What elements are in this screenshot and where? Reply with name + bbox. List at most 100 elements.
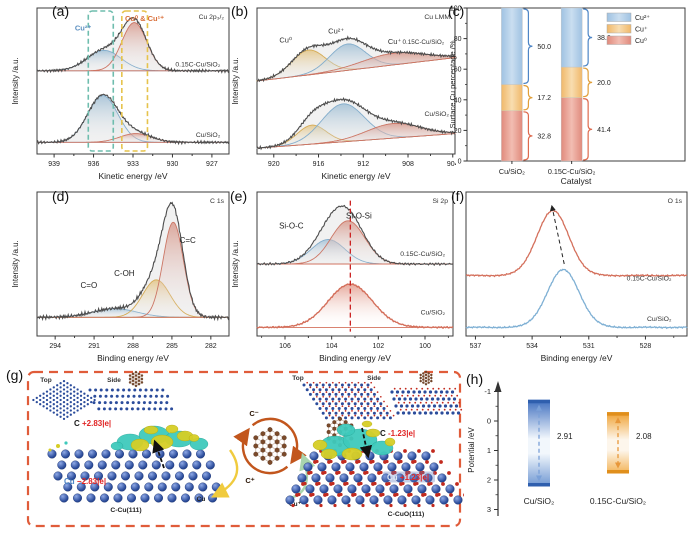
bar-segment-red (560, 97, 583, 162)
gold-dashed-box (121, 10, 149, 152)
svg-text:Side: Side (367, 375, 381, 382)
svg-text:Binding energy /eV: Binding energy /eV (97, 353, 169, 363)
svg-text:41.4: 41.4 (597, 127, 611, 134)
svg-text:Si-O-Si: Si-O-Si (346, 212, 372, 221)
spectrum-curve (465, 209, 687, 278)
svg-text:Intensity /a.u.: Intensity /a.u. (11, 57, 20, 105)
svg-text:930: 930 (167, 161, 179, 168)
legend-swatch-blue (606, 12, 632, 22)
panel-d-c1s-xps: 294 291 288 285 282 Binding energy /eV Intensi… (8, 186, 230, 366)
svg-text:291: 291 (88, 343, 100, 350)
panel-letter-b: (b) (231, 3, 249, 19)
svg-text:32.8: 32.8 (537, 133, 551, 140)
svg-text:-1: -1 (484, 387, 491, 396)
bar-segment-red (501, 110, 523, 162)
svg-text:50.0: 50.0 (537, 44, 551, 51)
svg-text:Top: Top (40, 377, 51, 384)
svg-text:294: 294 (49, 343, 61, 350)
bar-segment-blue (501, 7, 523, 85)
svg-text:20.0: 20.0 (597, 80, 611, 87)
svg-text:17.2: 17.2 (537, 95, 551, 102)
svg-text:C-CuO(111): C-CuO(111) (388, 511, 425, 518)
svg-text:C⁺: C⁺ (245, 476, 254, 485)
svg-text:936: 936 (88, 161, 100, 168)
svg-text:Cu⁺: Cu⁺ (289, 501, 302, 508)
svg-text:Cu⁰: Cu⁰ (279, 35, 292, 44)
svg-text:Cu/SiO₂: Cu/SiO₂ (647, 316, 672, 323)
svg-text:Binding energy /eV: Binding energy /eV (541, 353, 613, 363)
panel-f-canvas: 0.15C-Cu/SiO₂ Cu/SiO₂ 537 534 531 528 Binding … (440, 191, 688, 363)
svg-text:904: 904 (447, 161, 456, 168)
spectrum-curve (36, 16, 230, 74)
spectrum-curve (257, 204, 454, 267)
svg-text:100: 100 (450, 6, 462, 13)
svg-text:Cu²⁺: Cu²⁺ (635, 15, 650, 22)
svg-text:Binding energy /eV: Binding energy /eV (319, 353, 391, 363)
svg-text:939: 939 (48, 161, 60, 168)
svg-text:912: 912 (357, 161, 369, 168)
panel-letter-g: (g) (6, 367, 24, 383)
svg-text:106: 106 (279, 343, 291, 350)
svg-text:20: 20 (454, 128, 462, 135)
panel-letter-c: (c) (448, 3, 465, 19)
svg-text:Cu²⁺: Cu²⁺ (328, 27, 344, 36)
svg-text:Cu⁰ & Cu¹⁺: Cu⁰ & Cu¹⁺ (125, 14, 164, 23)
svg-text:C⁻: C⁻ (249, 409, 258, 418)
peak-shift-arrow (549, 204, 565, 265)
svg-text:908: 908 (402, 161, 414, 168)
spectrum-curve (36, 93, 230, 146)
svg-text:C-OH: C-OH (114, 269, 135, 278)
svg-text:537: 537 (470, 343, 482, 350)
svg-text:60: 60 (454, 67, 462, 74)
bar-segment-gold (560, 66, 583, 98)
svg-text:0: 0 (458, 159, 462, 166)
panel-h-canvas: -1 0 1 2 3 Potential /eV 2.91 Cu/SiO₂ 2.08 0.15C-… (467, 381, 652, 516)
panel-h-potential-bar-chart: -1 0 1 2 3 Potential /eV 2.91 Cu/SiO₂ 2.08 0.15C-… (462, 366, 693, 538)
svg-text:100: 100 (419, 343, 431, 350)
svg-text:Cu LMM: Cu LMM (424, 14, 450, 21)
svg-text:0.15C-Cu/SiO₂: 0.15C-Cu/SiO₂ (403, 39, 445, 46)
svg-text:0.15C-Cu/SiO₂: 0.15C-Cu/SiO₂ (590, 496, 646, 506)
svg-text:0.15C-Cu/SiO₂: 0.15C-Cu/SiO₂ (175, 61, 220, 68)
charge-transfer-arrow-right (359, 427, 373, 459)
svg-text:Cu/SiO₂: Cu/SiO₂ (421, 309, 446, 316)
svg-text:Kinetic energy /eV: Kinetic energy /eV (322, 171, 391, 181)
yellow-curved-arrow (210, 449, 239, 498)
svg-text:C -1.23|e|: C -1.23|e| (380, 429, 415, 438)
svg-text:38.6: 38.6 (597, 35, 611, 42)
panel-letter-e: (e) (230, 188, 248, 204)
legend-swatch-red (606, 35, 632, 45)
svg-text:Cu/SiO₂: Cu/SiO₂ (524, 496, 555, 506)
svg-text:2.91: 2.91 (557, 432, 573, 441)
svg-text:Cu/SiO₂: Cu/SiO₂ (425, 111, 450, 118)
svg-text:C 1s: C 1s (210, 198, 225, 205)
svg-text:Si 2p: Si 2p (433, 198, 449, 205)
svg-text:0: 0 (487, 417, 491, 426)
svg-text:Intensity /a.u.: Intensity /a.u. (11, 240, 20, 288)
panel-letter-d: (d) (52, 188, 70, 204)
svg-text:C-Cu(111): C-Cu(111) (110, 507, 141, 514)
svg-text:531: 531 (583, 343, 595, 350)
svg-text:0.15C-Cu/SiO₂: 0.15C-Cu/SiO₂ (548, 167, 596, 176)
spectrum-curve (256, 35, 456, 83)
svg-text:Cu⁺: Cu⁺ (388, 37, 402, 46)
panel-letter-a: (a) (52, 3, 70, 19)
panel-e-si2p-xps: 0.15C-Cu/SiO₂ Cu/SiO₂ 106 104 102 100 Binding … (230, 186, 456, 366)
svg-text:Cu 2p₃/₂: Cu 2p₃/₂ (199, 14, 225, 21)
svg-text:Cu⁰: Cu⁰ (635, 37, 647, 45)
dashed-border-box (26, 370, 462, 528)
axis-arrow-icon (494, 381, 502, 392)
panel-c-canvas: 0 20 40 60 80 100 32.8 17.2 50.0 Cu/SiO₂ 41.4 20.0 3… (448, 6, 686, 186)
panel-d-canvas: 294 291 288 285 282 Binding energy /eV Intensi… (11, 191, 230, 363)
svg-text:2: 2 (487, 476, 491, 485)
svg-text:Kinetic energy /eV: Kinetic energy /eV (99, 171, 168, 181)
svg-text:Intensity /a.u.: Intensity /a.u. (231, 57, 240, 105)
svg-text:528: 528 (640, 343, 652, 350)
svg-text:C=O: C=O (81, 281, 98, 290)
panel-letter-h: (h) (466, 371, 484, 387)
panel-e-canvas: 0.15C-Cu/SiO₂ Cu/SiO₂ 106 104 102 100 Binding … (231, 191, 454, 363)
panel-b-canvas: Cu/SiO₂ 920 916 912 908 904 Kinetic energy /eV… (231, 7, 459, 181)
panel-b-cu-lmm-xps: Cu/SiO₂ 920 916 912 908 904 Kinetic energy /eV… (230, 2, 459, 184)
spectrum-curve (36, 201, 230, 322)
